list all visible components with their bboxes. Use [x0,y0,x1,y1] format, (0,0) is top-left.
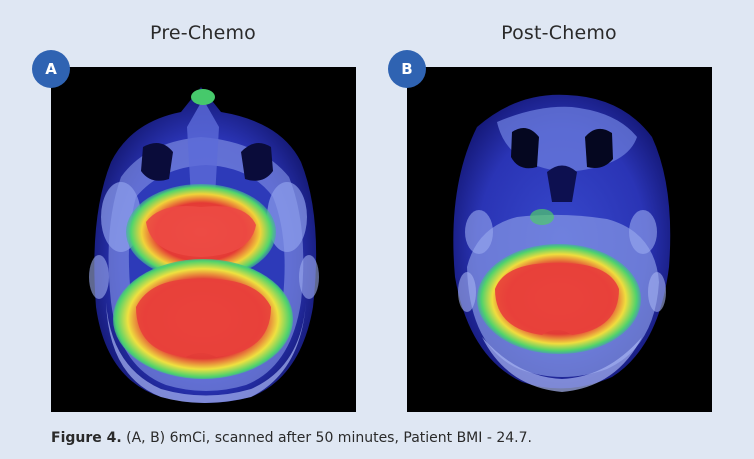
pre-chemo-scan-image [51,67,356,412]
panel-b-title: Post-Chemo [501,22,617,44]
panel-a-title: Pre-Chemo [150,22,256,44]
post-chemo-scan-image [407,67,712,412]
figure-caption: Figure 4. (A, B) 6mCi, scanned after 50 … [51,430,532,446]
figure-caption-label: Figure 4. [51,430,122,446]
panel-a-badge: A [32,50,70,88]
figure-caption-text: (A, B) 6mCi, scanned after 50 minutes, P… [126,430,532,446]
panel-b-badge: B [388,50,426,88]
